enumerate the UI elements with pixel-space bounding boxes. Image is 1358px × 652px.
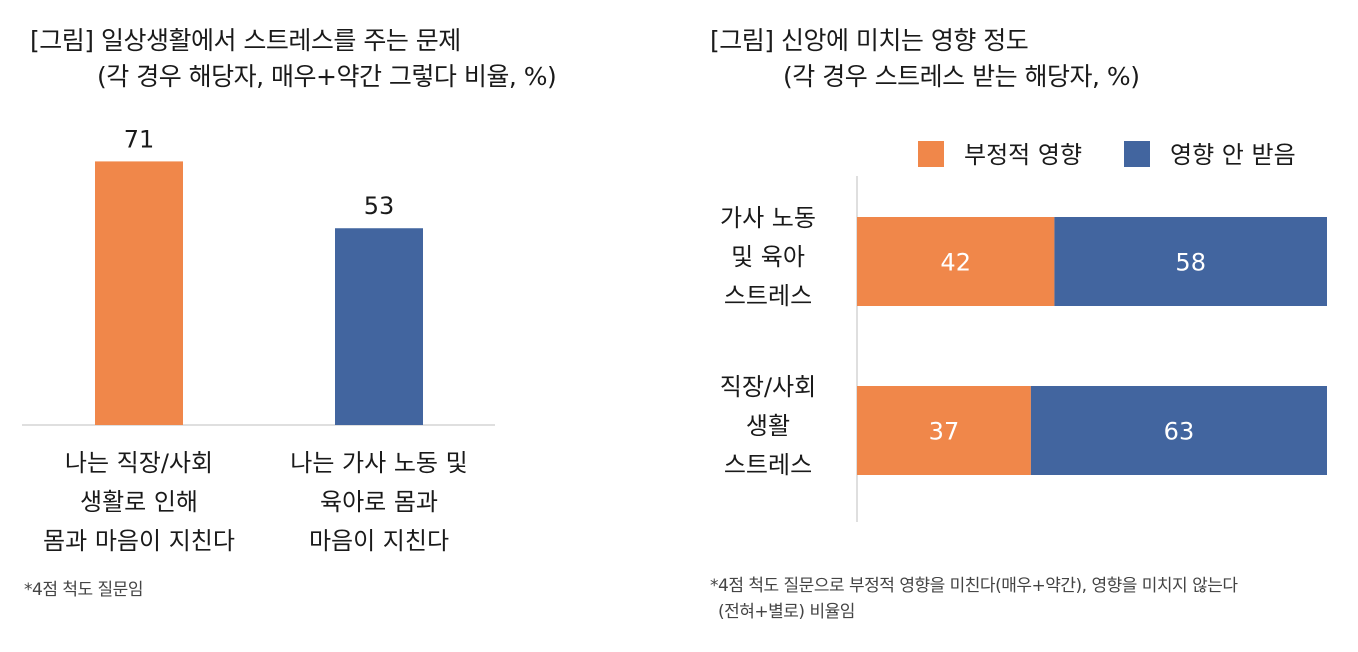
category-label-1-line-1: 나는 직장/사회 bbox=[65, 449, 213, 477]
category-label-row1-line-1: 가사 노동 bbox=[720, 204, 816, 232]
segment-value-label-row2-2: 63 bbox=[1164, 418, 1195, 446]
left-chart-title: [그림] 일상생활에서 스트레스를 주는 문제 bbox=[30, 26, 461, 55]
left-chart-note: *4점 척도 질문임 bbox=[24, 580, 143, 600]
segment-value-label-row2-1: 37 bbox=[929, 418, 960, 446]
category-label-2-line-3: 마음이 지친다 bbox=[309, 527, 449, 555]
legend-swatch-2 bbox=[1124, 141, 1150, 167]
segment-value-label-row1-2: 58 bbox=[1175, 249, 1206, 277]
bar-2 bbox=[335, 228, 423, 425]
bar-value-label-1: 71 bbox=[124, 125, 155, 153]
bar-row2-segment-1 bbox=[857, 386, 1031, 475]
category-label-row2-line-2: 생활 bbox=[746, 412, 790, 440]
category-label-row1-line-2: 및 육아 bbox=[731, 243, 805, 271]
category-label-1-line-2: 생활로 인해 bbox=[80, 488, 198, 516]
bar-row1-segment-1 bbox=[857, 217, 1055, 306]
category-label-row2-line-3: 스트레스 bbox=[724, 451, 812, 479]
category-label-2-line-1: 나는 가사 노동 및 bbox=[290, 449, 467, 477]
legend-label-1: 부정적 영향 bbox=[964, 141, 1082, 169]
category-label-row2-line-1: 직장/사회 bbox=[720, 373, 816, 401]
category-label-row1-line-3: 스트레스 bbox=[724, 282, 812, 310]
right-chart-panel: [그림] 신앙에 미치는 영향 정도 (각 경우 스트레스 받는 해당자, %)… bbox=[680, 0, 1358, 652]
category-label-2-line-2: 육아로 몸과 bbox=[320, 488, 438, 516]
bar-1 bbox=[95, 161, 183, 425]
legend-label-2: 영향 안 받음 bbox=[1170, 141, 1296, 169]
right-chart-subtitle: (각 경우 스트레스 받는 해당자, %) bbox=[783, 62, 1140, 91]
legend-swatch-1 bbox=[918, 141, 944, 167]
category-label-1-line-3: 몸과 마음이 지친다 bbox=[43, 527, 235, 555]
right-chart-note-line1: *4점 척도 질문으로 부정적 영향을 미친다(매우+약간), 영향을 미치지 … bbox=[710, 576, 1238, 596]
bar-value-label-2: 53 bbox=[364, 192, 395, 220]
right-chart-note-line2: (전혀+별로) 비율임 bbox=[718, 602, 855, 622]
right-chart-title: [그림] 신앙에 미치는 영향 정도 bbox=[710, 26, 1029, 55]
bar-row2-segment-2 bbox=[1030, 386, 1327, 475]
segment-value-label-row1-1: 42 bbox=[940, 249, 971, 277]
left-chart-panel: [그림] 일상생활에서 스트레스를 주는 문제 (각 경우 해당자, 매우+약간… bbox=[22, 26, 557, 600]
left-chart-subtitle: (각 경우 해당자, 매우+약간 그렇다 비율, %) bbox=[97, 62, 557, 91]
bar-row1-segment-2 bbox=[1054, 217, 1327, 306]
